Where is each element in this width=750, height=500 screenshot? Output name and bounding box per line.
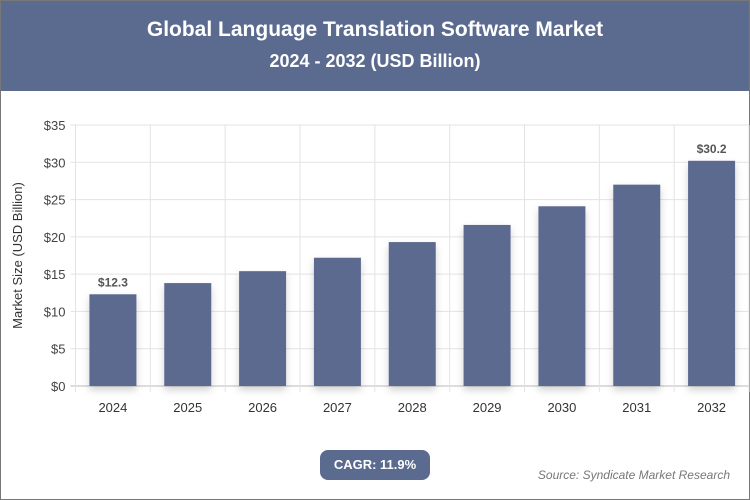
bar-2027: [313, 257, 361, 386]
y-tick-label: $5: [51, 342, 65, 357]
bar-2030: [538, 206, 586, 386]
y-tick-label: $30: [44, 155, 66, 170]
y-tick-label: $25: [44, 193, 66, 208]
bar-2026: [239, 271, 287, 386]
x-tick-label: 2027: [323, 400, 352, 415]
x-tick-label: 2028: [398, 400, 427, 415]
chart-subtitle: 2024 - 2032 (USD Billion): [269, 51, 481, 71]
bar-2032: [688, 160, 736, 386]
bar-2025: [164, 283, 212, 386]
x-tick-label: 2026: [248, 400, 277, 415]
x-tick-label: 2032: [697, 400, 726, 415]
y-tick-label: $20: [44, 230, 66, 245]
chart-header: Global Language Translation Software Mar…: [1, 1, 749, 91]
x-tick-label: 2031: [622, 400, 651, 415]
y-tick-label: $0: [51, 379, 65, 394]
chart-title: Global Language Translation Software Mar…: [146, 18, 604, 41]
x-tick-label: 2025: [173, 400, 202, 415]
data-label: $12.3: [98, 275, 128, 289]
y-tick-label: $35: [44, 118, 66, 133]
data-label: $30.2: [697, 142, 727, 156]
y-axis-title: Market Size (USD Billion): [10, 182, 25, 329]
bar-2031: [613, 184, 661, 386]
y-tick-label: $10: [44, 304, 66, 319]
cagr-badge: CAGR: 11.9%: [320, 450, 430, 480]
x-tick-label: 2029: [473, 400, 502, 415]
source-note: Source: Syndicate Market Research: [537, 468, 730, 482]
x-tick-label: 2024: [98, 400, 127, 415]
bar-2029: [463, 224, 511, 386]
bar-2024: [89, 294, 137, 386]
bar-2028: [388, 242, 436, 386]
y-tick-label: $15: [44, 267, 66, 282]
x-tick-label: 2030: [547, 400, 576, 415]
